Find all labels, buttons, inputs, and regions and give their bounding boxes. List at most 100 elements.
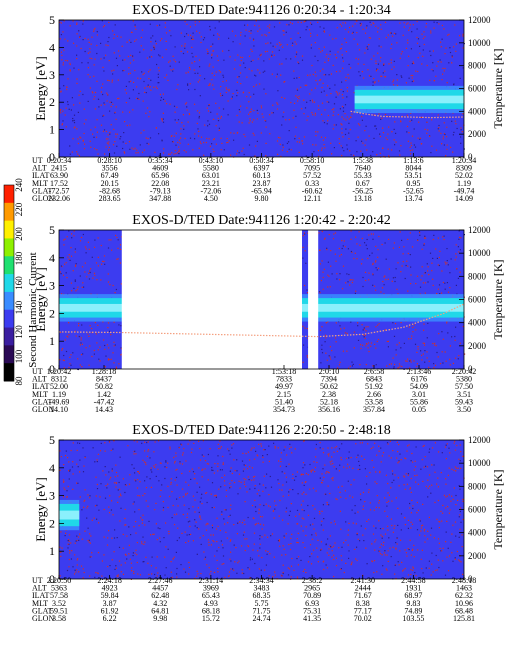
noise-speckle (410, 48, 412, 50)
noise-speckle (360, 24, 362, 27)
noise-speckle (93, 136, 95, 138)
table-cell: 5363 (51, 584, 67, 593)
noise-speckle (284, 81, 286, 83)
noise-speckle (171, 517, 173, 519)
noise-speckle (420, 468, 422, 470)
noise-speckle (374, 549, 376, 551)
noise-speckle (410, 477, 412, 480)
noise-speckle (128, 97, 131, 99)
noise-speckle (300, 504, 302, 506)
noise-speckle (375, 506, 377, 508)
noise-speckle (322, 120, 324, 122)
noise-speckle (266, 454, 268, 456)
noise-speckle (77, 442, 79, 444)
noise-speckle (87, 67, 89, 69)
noise-speckle (59, 87, 61, 89)
noise-speckle (338, 364, 341, 366)
noise-speckle (289, 510, 291, 512)
noise-speckle (191, 38, 193, 40)
noise-speckle (141, 543, 143, 545)
noise-speckle (147, 138, 149, 140)
table-cell: 64.81 (151, 606, 169, 615)
orbit-parameter-table: UTALTILATMLTGLATGLON0:20:34241563.9017.5… (32, 156, 476, 203)
noise-speckle (85, 248, 87, 250)
noise-speckle (73, 122, 76, 124)
noise-speckle (265, 503, 267, 505)
noise-speckle (129, 148, 131, 150)
table-cell: 1931 (405, 584, 421, 593)
noise-speckle (426, 64, 428, 67)
noise-speckle (80, 354, 83, 356)
noise-speckle (334, 356, 336, 358)
noise-speckle (262, 71, 264, 73)
noise-speckle (304, 20, 306, 22)
noise-speckle (64, 339, 66, 341)
noise-speckle (202, 440, 204, 442)
noise-speckle (162, 98, 165, 100)
noise-speckle (411, 63, 413, 65)
noise-speckle (285, 31, 287, 33)
noise-speckle (103, 255, 106, 257)
noise-speckle (77, 138, 79, 140)
noise-speckle (135, 453, 137, 455)
noise-speckle (403, 246, 405, 248)
table-cell: 2:38:2 (302, 576, 322, 585)
noise-speckle (360, 347, 362, 350)
noise-speckle (320, 51, 322, 53)
noise-speckle (288, 119, 290, 121)
noise-speckle (280, 452, 282, 454)
noise-speckle (264, 534, 266, 536)
noise-speckle (439, 363, 442, 365)
table-cell: 4.93 (204, 599, 218, 608)
noise-speckle (362, 285, 364, 288)
noise-speckle (378, 550, 380, 552)
noise-speckle (319, 329, 322, 331)
noise-speckle (400, 529, 402, 531)
noise-speckle (112, 352, 114, 354)
noise-speckle (363, 63, 365, 65)
noise-speckle (131, 570, 133, 572)
noise-speckle (369, 509, 372, 511)
noise-speckle (417, 483, 419, 485)
noise-speckle (261, 34, 263, 36)
noise-speckle (305, 20, 307, 22)
noise-speckle (375, 128, 377, 130)
noise-speckle (74, 280, 76, 282)
noise-speckle (88, 278, 91, 280)
noise-speckle (94, 274, 96, 277)
noise-speckle (327, 261, 329, 263)
noise-speckle (107, 358, 110, 360)
noise-speckle (178, 146, 180, 148)
noise-speckle (300, 525, 302, 527)
noise-speckle (320, 91, 323, 93)
noise-speckle (326, 567, 328, 569)
noise-speckle (79, 136, 81, 138)
noise-speckle (356, 559, 358, 562)
noise-speckle (72, 138, 74, 140)
y2-tick-label: 0 (468, 152, 473, 162)
noise-speckle (334, 523, 336, 525)
noise-speckle (291, 44, 293, 47)
noise-speckle (65, 532, 67, 534)
table-cell: 77.17 (354, 606, 372, 615)
noise-speckle (311, 469, 313, 471)
noise-speckle (71, 466, 74, 468)
noise-speckle (283, 81, 285, 83)
noise-speckle (140, 36, 142, 39)
noise-speckle (395, 268, 397, 270)
noise-speckle (64, 263, 66, 265)
noise-speckle (446, 322, 448, 324)
noise-speckle (81, 509, 83, 511)
noise-speckle (150, 469, 152, 471)
noise-speckle (443, 235, 445, 237)
noise-speckle (278, 482, 280, 485)
noise-speckle (228, 450, 230, 452)
noise-speckle (326, 53, 328, 55)
noise-speckle (342, 97, 344, 99)
noise-speckle (355, 57, 357, 60)
noise-speckle (140, 517, 142, 519)
noise-speckle (362, 276, 364, 279)
noise-speckle (113, 537, 116, 539)
noise-speckle (345, 282, 347, 284)
noise-speckle (153, 46, 155, 49)
